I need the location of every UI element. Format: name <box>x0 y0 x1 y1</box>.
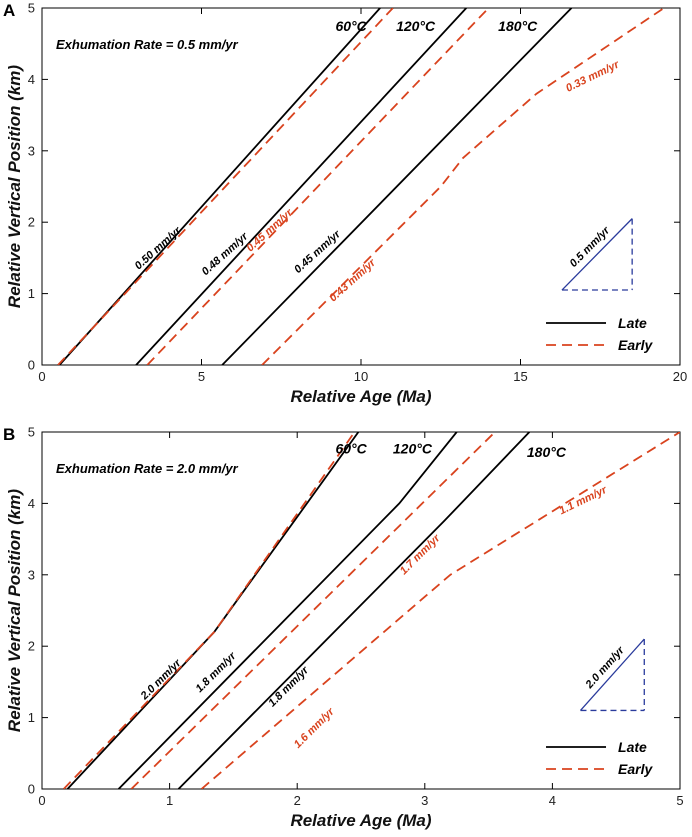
y-tick-label: 1 <box>28 710 35 725</box>
y-tick-label: 0 <box>28 782 35 797</box>
series-line-180c-late <box>221 8 573 365</box>
y-tick-label: 3 <box>28 143 35 158</box>
x-tick-label: 20 <box>673 369 687 384</box>
series-line-180c-late <box>177 432 531 789</box>
x-tick-label: 15 <box>513 369 527 384</box>
panel-b: B 0 1 2 3 4 5 0 1 2 3 4 5 Relative Age (Ma) Relative V… <box>3 425 684 831</box>
scale-triangle-hypotenuse <box>561 218 633 291</box>
y-tick-label: 0 <box>28 358 35 373</box>
series-group <box>63 432 680 789</box>
series-line-60c-early <box>57 8 394 365</box>
series-line-60c-early <box>63 432 356 789</box>
legend-label-late: Late <box>618 739 647 755</box>
chart-subtitle: Exhumation Rate = 0.5 mm/yr <box>56 37 239 52</box>
x-tick-label: 10 <box>354 369 368 384</box>
y-axis-title: Relative Vertical Position (km) <box>5 489 24 732</box>
y-tick-label: 2 <box>28 639 35 654</box>
x-tick-label: 4 <box>549 793 556 808</box>
plot-frame <box>41 7 681 366</box>
series-group <box>57 8 665 365</box>
y-tick-label: 5 <box>28 1 35 16</box>
scale-triangle-hypotenuse <box>579 638 645 711</box>
legend-label-early: Early <box>618 337 653 353</box>
y-tick-label: 2 <box>28 215 35 230</box>
isotherm-label: 120°C <box>396 18 436 34</box>
x-tick-label: 5 <box>198 369 205 384</box>
x-tick-label: 0 <box>38 793 45 808</box>
isotherm-label: 60°C <box>335 440 367 456</box>
series-line-180c-early <box>261 8 665 365</box>
x-tick-label: 2 <box>294 793 301 808</box>
series-line-120c-early <box>130 432 496 789</box>
series-line-180c-early <box>200 432 680 789</box>
x-tick-label: 5 <box>676 793 683 808</box>
legend-label-early: Early <box>618 761 653 777</box>
y-tick-label: 1 <box>28 286 35 301</box>
isotherm-label: 180°C <box>498 18 538 34</box>
panel-a: A 0 5 10 15 20 0 1 2 3 4 5 Relative Age (Ma) Relative… <box>3 1 687 407</box>
y-tick-label: 4 <box>28 72 35 87</box>
isotherm-label: 60°C <box>335 18 367 34</box>
plot-frame <box>41 431 681 790</box>
series-line-120c-late <box>117 432 458 789</box>
y-tick-label: 5 <box>28 425 35 440</box>
x-tick-label: 3 <box>421 793 428 808</box>
x-tick-label: 1 <box>166 793 173 808</box>
y-tick-label: 3 <box>28 567 35 582</box>
panel-letter: A <box>3 1 15 20</box>
series-line-120c-late <box>135 8 467 365</box>
chart-subtitle: Exhumation Rate = 2.0 mm/yr <box>56 461 239 476</box>
isotherm-label: 180°C <box>527 444 567 460</box>
panel-letter: B <box>3 425 15 444</box>
x-axis-title: Relative Age (Ma) <box>290 811 431 830</box>
x-axis-title: Relative Age (Ma) <box>290 387 431 406</box>
y-tick-label: 4 <box>28 496 35 511</box>
series-line-120c-early <box>146 8 490 365</box>
y-axis-title: Relative Vertical Position (km) <box>5 65 24 308</box>
legend-label-late: Late <box>618 315 647 331</box>
isotherm-label: 120°C <box>393 440 433 456</box>
x-tick-label: 0 <box>38 369 45 384</box>
